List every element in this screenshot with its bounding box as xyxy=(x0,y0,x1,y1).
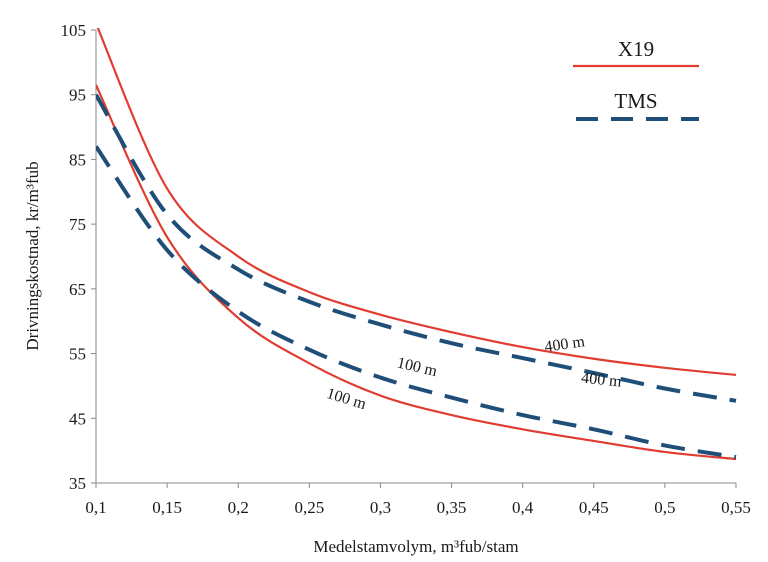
x-tick-label: 0,35 xyxy=(437,498,467,517)
series-annotation: 400 m xyxy=(543,333,586,356)
series-line-tms-400m xyxy=(96,93,737,403)
x-tick-label: 0,1 xyxy=(85,498,106,517)
y-tick-label: 55 xyxy=(69,345,86,364)
x-tick-label: 0,45 xyxy=(579,498,609,517)
y-tick-label: 65 xyxy=(69,280,86,299)
series-layer xyxy=(96,28,737,461)
x-tick-label: 0,15 xyxy=(152,498,182,517)
x-tick-label: 0,4 xyxy=(512,498,534,517)
y-tick-label: 75 xyxy=(69,215,86,234)
series-annotation: 400 m xyxy=(580,370,623,391)
legend-label-x19: X19 xyxy=(618,37,654,61)
x-ticks: 0,1 0,15 0,2 0,25 0,3 0,35 0,4 0,45 0,5 0,55 xyxy=(85,483,751,517)
y-tick-label: 45 xyxy=(69,409,86,428)
x-tick-label: 0,5 xyxy=(654,498,675,517)
y-tick-label: 95 xyxy=(69,86,86,105)
x-axis-label: Medelstamvolym, m³fub/stam xyxy=(313,537,518,556)
y-tick-label: 35 xyxy=(69,474,86,493)
legend-label-tms: TMS xyxy=(614,89,657,113)
axes xyxy=(95,30,736,484)
legend: X19 TMS xyxy=(573,37,699,121)
x-tick-label: 0,55 xyxy=(721,498,751,517)
y-ticks: 35 45 55 65 75 85 95 105 xyxy=(61,21,96,493)
x-tick-label: 0,25 xyxy=(294,498,324,517)
series-line-x19-100m xyxy=(96,84,737,461)
x-tick-label: 0,3 xyxy=(370,498,391,517)
series-annotation: 100 m xyxy=(395,354,439,380)
y-tick-label: 85 xyxy=(69,150,86,169)
series-line-tms-100m xyxy=(96,145,737,460)
x-tick-label: 0,2 xyxy=(228,498,249,517)
y-axis-label: Drivningskostnad, kr/m³fub xyxy=(23,161,42,350)
y-tick-label: 105 xyxy=(61,21,87,40)
series-line-x19-400m xyxy=(96,28,737,377)
